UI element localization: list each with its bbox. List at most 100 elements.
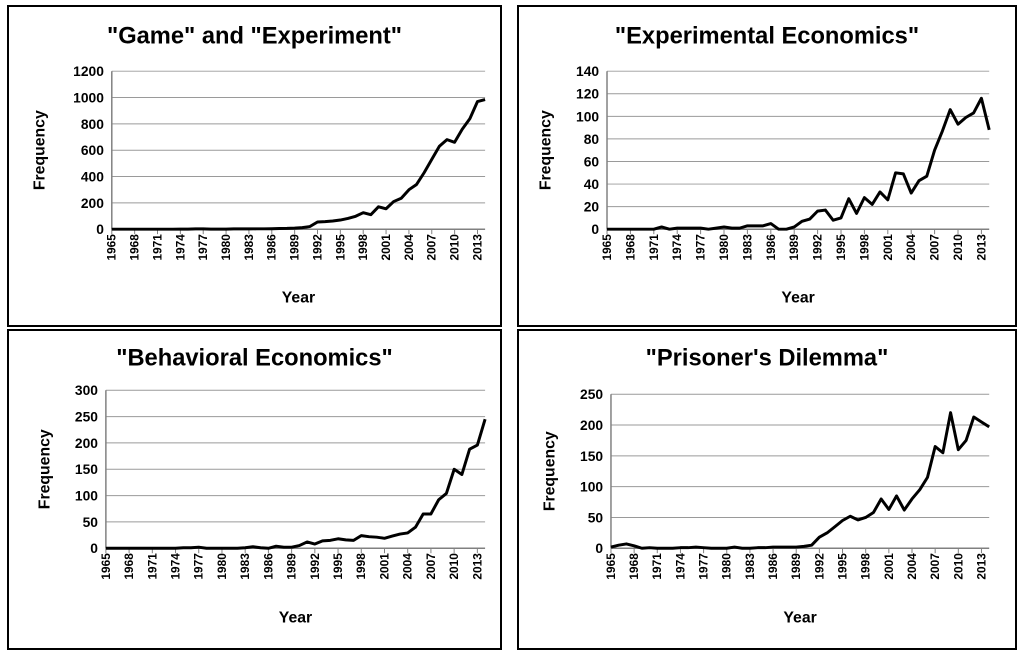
chart-title: "Behavioral Economics" <box>116 346 393 372</box>
y-tick-label: 100 <box>580 479 603 495</box>
x-tick-label: 1998 <box>354 553 368 580</box>
x-tick-label: 1989 <box>787 234 801 261</box>
x-tick-label: 1983 <box>743 553 757 580</box>
x-tick-label: 1974 <box>168 553 182 580</box>
x-tick-label: 2013 <box>470 553 484 580</box>
x-tick-label: 2007 <box>928 553 942 580</box>
y-tick-label: 400 <box>81 168 104 184</box>
chart-title: "Prisoner's Dilemma" <box>646 346 889 372</box>
x-tick-label: 1992 <box>310 234 324 261</box>
y-tick-label: 120 <box>576 86 599 102</box>
y-tick-label: 250 <box>75 409 98 425</box>
x-tick-label: 1992 <box>811 234 825 261</box>
chart-panel-experimental-economics: "Experimental Economics" 0 20 40 60 80 100 120 1… <box>517 5 1017 327</box>
series-line <box>105 418 487 550</box>
series-line <box>607 96 991 231</box>
x-tick-label: 1974 <box>670 234 684 261</box>
y-tick-label: 100 <box>576 108 599 124</box>
x-tick-label: 2004 <box>401 553 415 580</box>
y-tick-label: 1000 <box>73 89 104 105</box>
x-tick-label: 1968 <box>128 234 142 261</box>
x-tick-label: 1983 <box>740 234 754 261</box>
chart-title: "Experimental Economics" <box>615 24 919 50</box>
y-tick-label: 300 <box>75 382 98 398</box>
x-tick-label: 1989 <box>789 553 803 580</box>
x-tick-label: 2010 <box>447 553 461 580</box>
x-tick-label: 2013 <box>974 234 988 261</box>
x-tick-label: 1995 <box>835 553 849 580</box>
y-tick-label: 600 <box>81 142 104 158</box>
chart-panel-prisoners-dilemma: "Prisoner's Dilemma" 0 50 100 150 200 250 1965 1… <box>517 329 1017 650</box>
x-tick-label: 1992 <box>812 553 826 580</box>
x-tick-label: 2013 <box>974 553 988 580</box>
x-tick-label: 1983 <box>242 234 256 261</box>
x-tick-label: 1965 <box>99 553 113 580</box>
x-tick-label: 2004 <box>402 234 416 261</box>
y-tick-label: 40 <box>584 176 600 192</box>
x-tick-label: 1965 <box>600 234 614 261</box>
x-tick-label: 1968 <box>122 553 136 580</box>
x-tick-label: 2007 <box>928 234 942 261</box>
y-tick-label: 150 <box>580 448 603 464</box>
x-axis-label: Year <box>282 289 315 306</box>
x-tick-label: 1965 <box>105 234 119 261</box>
x-tick-label: 2013 <box>470 234 484 261</box>
chart-svg: "Experimental Economics" 0 20 40 60 80 100 120 1… <box>538 24 991 306</box>
chart-panel-behavioral-economics: "Behavioral Economics" 0 50 100 150 200 250 300… <box>7 329 502 650</box>
x-tick-label: 1995 <box>333 234 347 261</box>
y-tick-label: 60 <box>584 153 600 169</box>
x-axis-label: Year <box>781 289 814 306</box>
y-tick-label: 200 <box>75 435 98 451</box>
x-tick-label: 2004 <box>905 553 919 580</box>
x-tick-label: 2007 <box>424 553 438 580</box>
x-tick-label: 2001 <box>377 553 391 580</box>
y-tick-label: 140 <box>576 63 599 79</box>
y-tick-label: 0 <box>595 540 603 556</box>
x-tick-label: 1971 <box>647 234 661 261</box>
y-tick-label: 800 <box>81 116 104 132</box>
x-tick-label: 2007 <box>425 234 439 261</box>
x-tick-label: 1971 <box>150 234 164 261</box>
x-tick-label: 1986 <box>766 553 780 580</box>
y-tick-label: 200 <box>81 195 104 211</box>
series-line <box>111 98 486 231</box>
x-tick-label: 2001 <box>882 553 896 580</box>
x-tick-label: 1968 <box>627 553 641 580</box>
y-axis-label: Frequency <box>32 110 49 190</box>
y-tick-label: 0 <box>90 540 98 556</box>
x-tick-label: 1986 <box>764 234 778 261</box>
x-tick-label: 1998 <box>857 234 871 261</box>
y-tick-label: 250 <box>580 386 603 402</box>
x-tick-label: 1986 <box>265 234 279 261</box>
y-tick-label: 80 <box>584 131 600 147</box>
x-tick-label: 1986 <box>261 553 275 580</box>
x-axis-label: Year <box>783 609 816 626</box>
y-tick-label: 50 <box>83 514 99 530</box>
series-line <box>610 411 990 550</box>
x-tick-label: 1980 <box>219 234 233 261</box>
x-tick-label: 1977 <box>694 234 708 261</box>
x-tick-label: 2010 <box>951 234 965 261</box>
x-tick-label: 1980 <box>215 553 229 580</box>
y-tick-label: 200 <box>580 417 603 433</box>
x-tick-label: 1989 <box>285 553 299 580</box>
y-tick-label: 100 <box>75 488 98 504</box>
y-axis-label: Frequency <box>538 110 555 190</box>
x-tick-label: 1974 <box>173 234 187 261</box>
chart-panel-game-experiment: "Game" and "Experiment" 0 200 400 600 800 1000… <box>7 5 502 327</box>
y-axis-label: Frequency <box>37 429 54 509</box>
x-tick-label: 1998 <box>356 234 370 261</box>
x-tick-label: 1992 <box>308 553 322 580</box>
x-tick-label: 1965 <box>604 553 618 580</box>
x-tick-label: 1977 <box>697 553 711 580</box>
chart-svg: "Game" and "Experiment" 0 200 400 600 800 1000… <box>32 24 486 306</box>
x-tick-label: 2004 <box>904 234 918 261</box>
x-tick-label: 2001 <box>379 234 393 261</box>
x-tick-label: 1974 <box>673 553 687 580</box>
x-tick-label: 1977 <box>196 234 210 261</box>
chart-svg: "Behavioral Economics" 0 50 100 150 200 250 300… <box>37 346 487 626</box>
chart-title: "Game" and "Experiment" <box>107 24 402 50</box>
y-tick-label: 50 <box>588 509 604 525</box>
y-tick-label: 0 <box>96 221 104 237</box>
x-tick-label: 1980 <box>720 553 734 580</box>
